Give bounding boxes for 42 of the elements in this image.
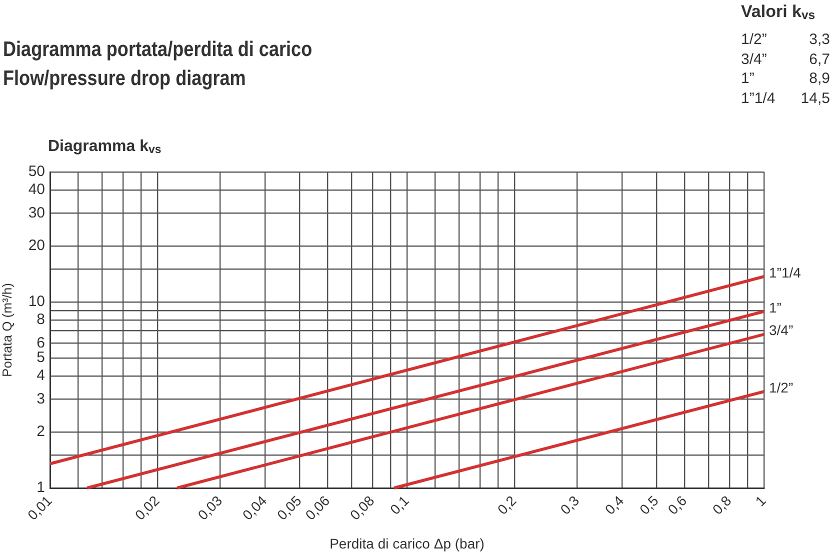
text: Diagramma k$_{vs}$	[48, 137, 162, 158]
series-label: 3/4”	[769, 322, 794, 338]
x-tick-label: 0,08	[346, 492, 378, 524]
y-tick-label: 30	[28, 204, 45, 222]
x-tick-label: 0,2	[494, 492, 520, 518]
y-tick-label: 40	[28, 181, 45, 198]
y-tick-label: 5	[36, 349, 45, 366]
x-tick-label: 0,06	[302, 492, 333, 524]
x-tick-label: 0,04	[239, 492, 270, 524]
x-tick-label: 0,03	[194, 492, 226, 524]
y-tick-label: 3	[36, 390, 45, 408]
x-tick-label: 1	[752, 492, 769, 510]
x-tick-label: 0,4	[602, 492, 627, 518]
text: 14,5	[800, 90, 830, 108]
y-tick-label: 6	[36, 334, 45, 352]
category-label: 1”	[741, 69, 754, 90]
x-axis-title: Perdita di carico Δp (bar)	[330, 535, 484, 552]
x-tick-label: 0,8	[709, 492, 734, 518]
x-tick-label: 0,6	[664, 492, 690, 518]
text: Valori k$_{vs}$	[741, 1, 816, 24]
chart-title: Diagramma portata/perdita di carico	[3, 38, 312, 62]
category-label: 1/2”	[741, 30, 767, 50]
x-tick-label: 0,02	[132, 492, 162, 524]
x-tick-label: 0,1	[386, 492, 412, 518]
y-tick-label: 10	[28, 293, 45, 310]
y-tick-label: 8	[36, 311, 45, 328]
category-label: 1”1/4	[741, 89, 776, 109]
y-axis-title: Portata Q (m³/h)	[0, 283, 14, 377]
category-label: 3/4”	[741, 50, 767, 70]
text: 6,7	[809, 50, 830, 68]
series-label: 1/2”	[769, 379, 794, 396]
text: 3,3	[809, 31, 830, 48]
text: 8,9	[809, 70, 830, 88]
chart-subtitle: Flow/pressure drop diagram	[3, 67, 246, 91]
series-label: 1”1/4	[769, 264, 802, 280]
y-tick-label: 50	[28, 163, 45, 180]
series-label: 1”	[769, 299, 782, 316]
y-tick-label: 2	[36, 423, 45, 440]
x-tick-label: 0,3	[557, 492, 582, 518]
y-tick-label: 20	[28, 237, 45, 254]
y-tick-label: 4	[36, 367, 45, 384]
x-tick-label: 0,5	[636, 492, 662, 518]
